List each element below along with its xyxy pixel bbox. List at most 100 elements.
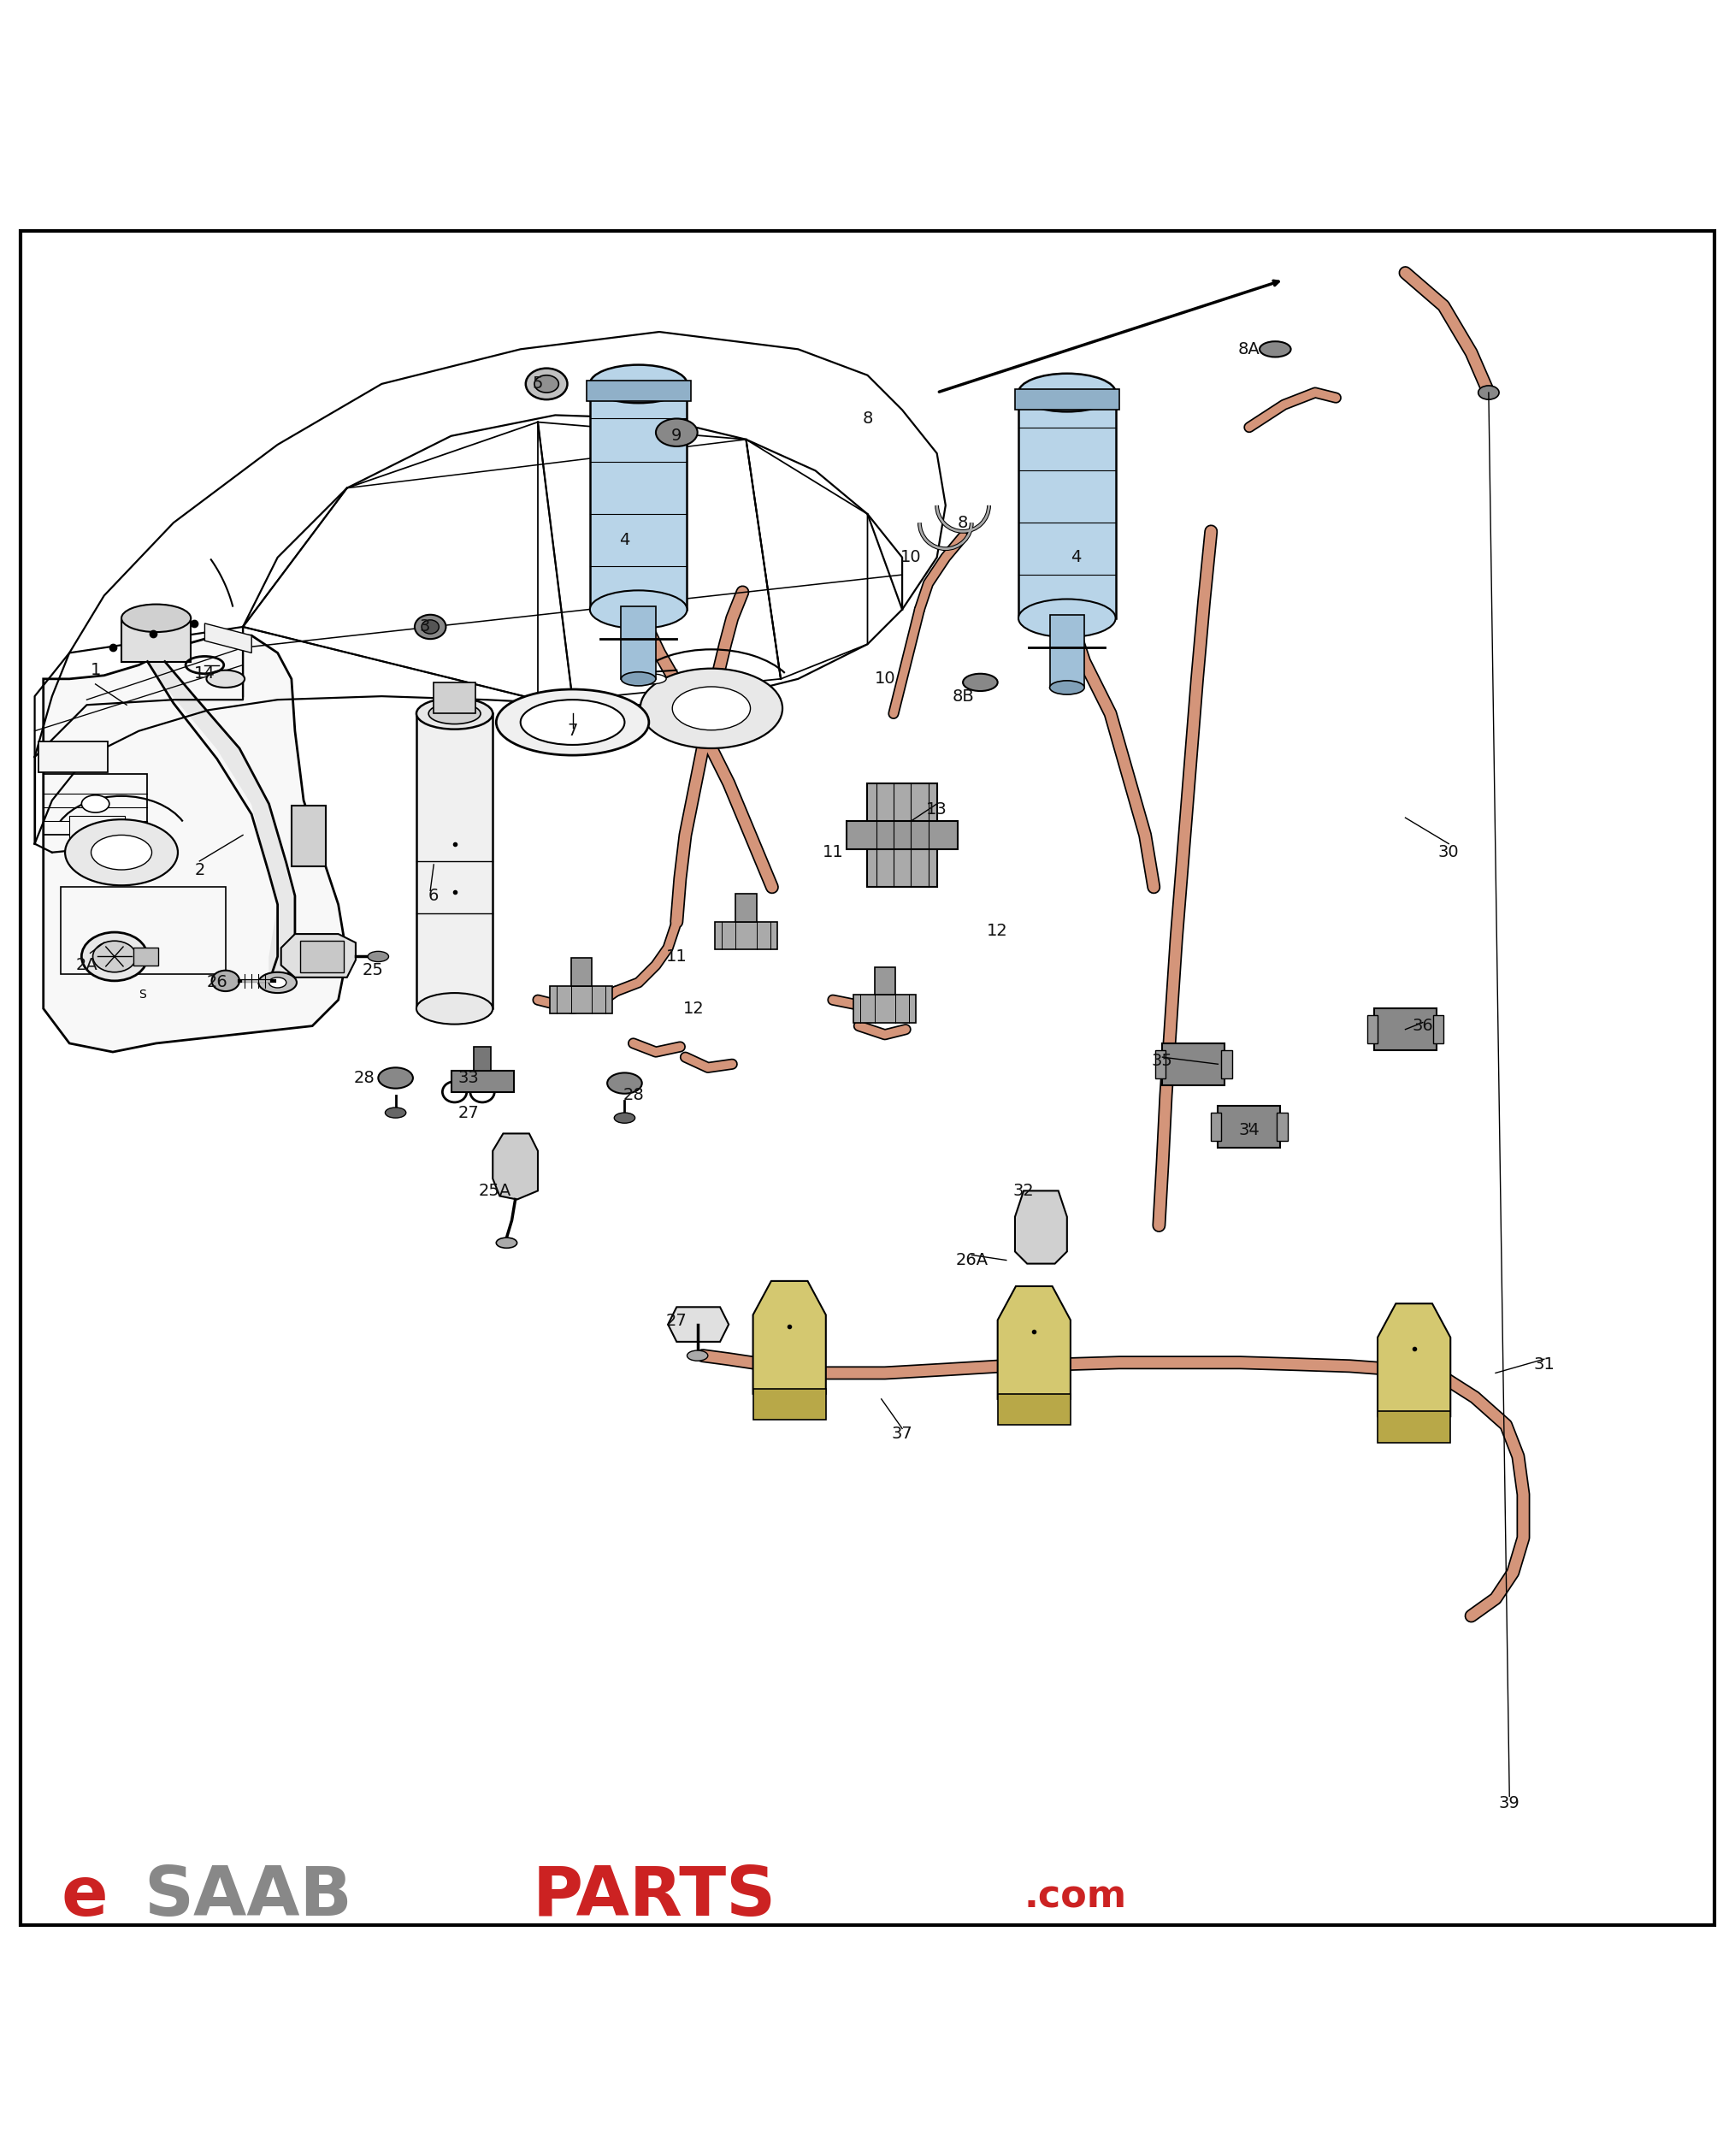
Text: 8: 8: [958, 515, 968, 530]
Bar: [300, 940, 344, 972]
Text: 7: 7: [567, 722, 578, 740]
Text: 3: 3: [420, 619, 430, 636]
Ellipse shape: [385, 1108, 406, 1119]
Text: 37: 37: [892, 1425, 913, 1442]
Bar: [416, 714, 493, 1009]
Ellipse shape: [687, 1350, 708, 1360]
Ellipse shape: [66, 819, 179, 886]
Ellipse shape: [82, 796, 109, 813]
Ellipse shape: [416, 994, 493, 1024]
Bar: [550, 985, 612, 1013]
Text: 14: 14: [194, 666, 215, 681]
Bar: [474, 1048, 491, 1072]
Bar: [1277, 1112, 1287, 1141]
Text: 12: 12: [987, 923, 1008, 938]
Bar: [586, 379, 691, 401]
Text: 36: 36: [1412, 1018, 1433, 1035]
Bar: [43, 774, 147, 834]
Text: 27: 27: [666, 1313, 687, 1328]
Ellipse shape: [496, 690, 649, 755]
Bar: [134, 949, 158, 966]
Ellipse shape: [1018, 373, 1116, 412]
Polygon shape: [998, 1287, 1070, 1399]
Text: 13: 13: [926, 800, 947, 817]
Ellipse shape: [496, 1238, 517, 1248]
Ellipse shape: [640, 668, 782, 748]
Ellipse shape: [378, 1067, 413, 1089]
Ellipse shape: [259, 972, 297, 994]
Text: 25A: 25A: [479, 1184, 510, 1199]
Bar: [291, 806, 326, 867]
Bar: [38, 742, 108, 772]
Bar: [1374, 1009, 1437, 1050]
Ellipse shape: [206, 671, 245, 688]
Bar: [590, 384, 687, 610]
Bar: [998, 1393, 1070, 1425]
Ellipse shape: [534, 375, 559, 392]
Bar: [121, 619, 191, 662]
Ellipse shape: [1478, 386, 1499, 399]
Bar: [847, 821, 958, 849]
Ellipse shape: [963, 673, 998, 692]
Text: 32: 32: [1013, 1184, 1034, 1199]
Text: 39: 39: [1499, 1796, 1520, 1811]
Bar: [1162, 1044, 1225, 1084]
Ellipse shape: [121, 604, 191, 632]
Ellipse shape: [429, 703, 481, 724]
Text: 2A: 2A: [76, 957, 97, 972]
Ellipse shape: [1260, 341, 1291, 358]
Text: 5: 5: [533, 375, 543, 392]
Text: 10: 10: [874, 671, 895, 688]
Bar: [874, 966, 895, 994]
Polygon shape: [43, 636, 347, 1052]
Bar: [1015, 388, 1119, 410]
Text: 6: 6: [429, 888, 439, 903]
Ellipse shape: [614, 1112, 635, 1123]
Text: 12: 12: [684, 1000, 704, 1018]
Polygon shape: [753, 1281, 826, 1393]
Text: 9: 9: [671, 427, 682, 444]
Bar: [1221, 1050, 1232, 1078]
Text: S: S: [139, 990, 146, 1000]
Ellipse shape: [656, 418, 697, 446]
Text: 11: 11: [822, 845, 843, 860]
Bar: [1018, 392, 1116, 619]
Ellipse shape: [590, 591, 687, 630]
Bar: [1378, 1412, 1450, 1442]
Bar: [736, 895, 756, 923]
Ellipse shape: [635, 673, 666, 683]
Polygon shape: [1015, 1190, 1067, 1263]
Ellipse shape: [526, 369, 567, 399]
Text: 28: 28: [354, 1069, 375, 1087]
Polygon shape: [493, 1134, 538, 1199]
Text: 33: 33: [458, 1069, 479, 1087]
Bar: [451, 1072, 514, 1091]
Ellipse shape: [415, 614, 446, 638]
Ellipse shape: [607, 1074, 642, 1093]
Text: 34: 34: [1239, 1121, 1260, 1138]
Polygon shape: [668, 1307, 729, 1341]
Text: 28: 28: [623, 1087, 644, 1104]
Text: 25: 25: [363, 962, 383, 979]
Ellipse shape: [1018, 599, 1116, 638]
Text: PARTS: PARTS: [533, 1863, 777, 1930]
Text: 10: 10: [900, 550, 921, 565]
Text: 26: 26: [206, 975, 227, 992]
Text: 26A: 26A: [956, 1253, 987, 1268]
Text: 11: 11: [666, 949, 687, 964]
Polygon shape: [1378, 1304, 1450, 1416]
Text: 2: 2: [194, 862, 205, 877]
Ellipse shape: [212, 970, 239, 992]
Text: 27: 27: [458, 1104, 479, 1121]
Text: 4: 4: [619, 533, 630, 548]
Bar: [1433, 1015, 1444, 1044]
Ellipse shape: [368, 951, 389, 962]
Ellipse shape: [590, 364, 687, 403]
Ellipse shape: [94, 940, 135, 972]
Ellipse shape: [520, 701, 625, 744]
Text: 1: 1: [90, 662, 101, 679]
Ellipse shape: [1050, 681, 1084, 694]
Text: 8: 8: [862, 410, 873, 427]
Polygon shape: [205, 623, 252, 653]
Text: SAAB: SAAB: [144, 1863, 352, 1930]
